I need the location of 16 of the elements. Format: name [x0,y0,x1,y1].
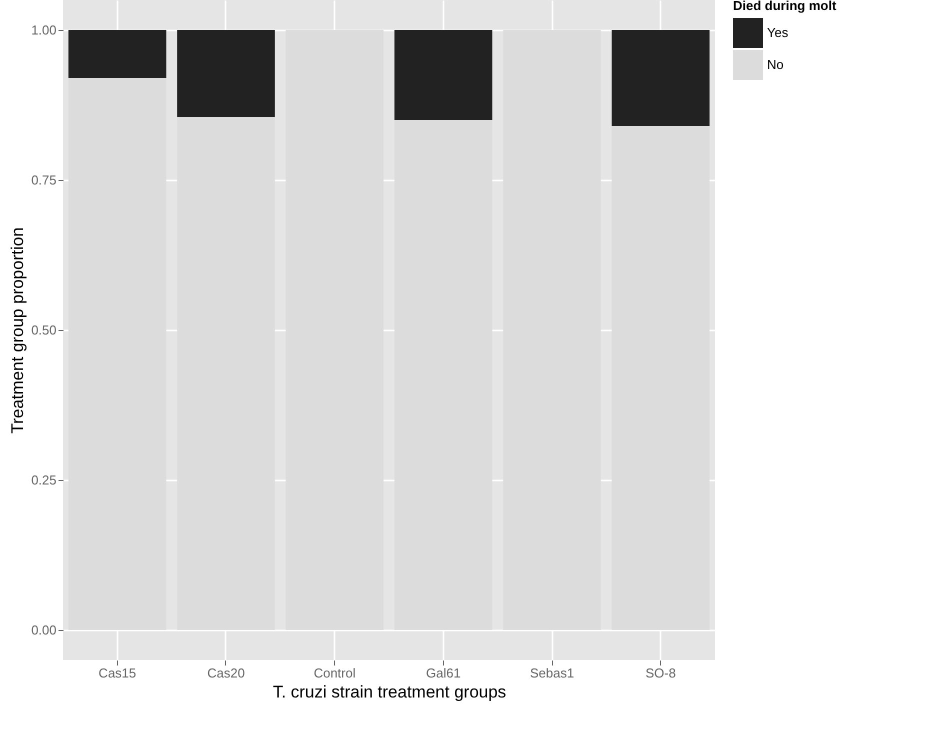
x-tick-label: SO-8 [645,666,676,680]
y-tick-label: 0.00 [31,622,56,638]
legend-title: Died during molt [733,0,837,13]
x-tick-label: Sebas1 [530,666,574,680]
x-tick-label: Cas15 [98,666,136,680]
legend-label: No [767,57,784,72]
y-tick-label: 0.75 [31,172,56,188]
y-tick-label: 0.25 [31,472,56,488]
x-tick-label: Control [314,666,356,680]
y-tick-label: 1.00 [31,22,56,38]
x-axis-title: T. cruzi strain treatment groups [272,682,506,702]
x-tick-label: Gal61 [426,666,461,680]
y-axis-title: Treatment group proportion [8,227,28,434]
x-tick-label: Cas20 [207,666,245,680]
legend-label: Yes [767,25,789,40]
y-tick-label: 0.50 [31,322,56,338]
